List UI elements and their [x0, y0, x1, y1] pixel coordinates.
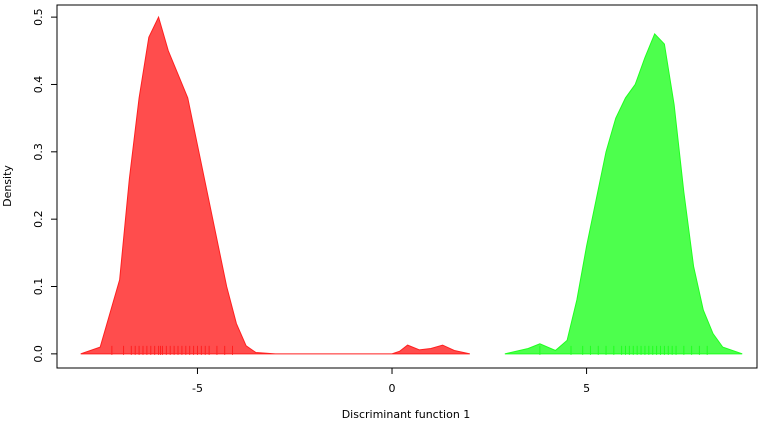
density-area — [504, 33, 743, 355]
y-tick-label: 0.1 — [32, 278, 45, 296]
y-tick-label: 0.4 — [32, 76, 45, 94]
density-area — [80, 15, 470, 355]
y-tick-label: 0.2 — [32, 210, 45, 228]
y-tick-label: 0.3 — [32, 143, 45, 161]
x-tick-label: 5 — [583, 382, 590, 395]
x-tick-label: 0 — [389, 382, 396, 395]
y-tick-label: 0.5 — [32, 8, 45, 26]
x-tick-label: -5 — [192, 382, 203, 395]
plot-frame — [56, 4, 758, 369]
y-tick-label: 0.0 — [32, 345, 45, 363]
y-axis-label: Density — [1, 165, 14, 207]
x-axis-label: Discriminant function 1 — [342, 408, 471, 421]
